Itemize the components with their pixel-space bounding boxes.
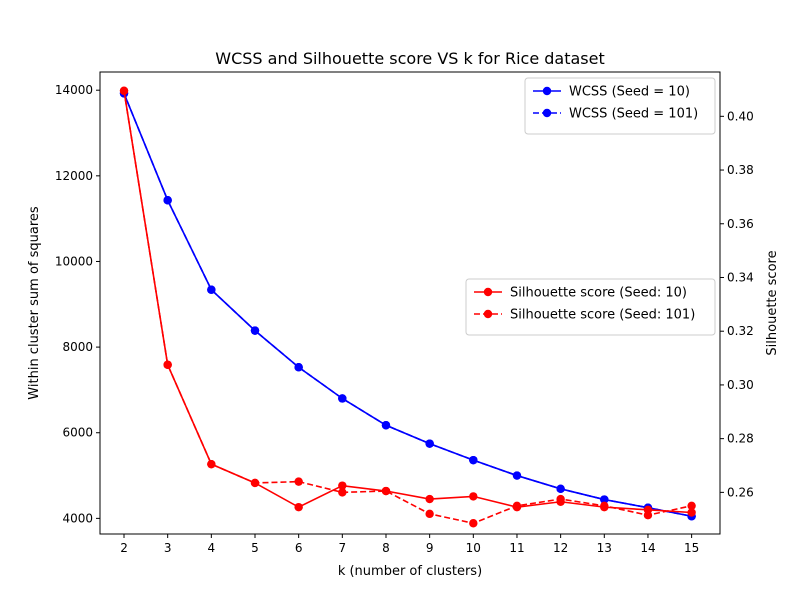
data-point	[294, 363, 303, 372]
right-y-tick-label: 0.26	[727, 485, 754, 499]
legend-2: Silhouette score (Seed: 10) Silhouette sc…	[465, 278, 716, 336]
legend-swatch-marker	[483, 309, 493, 319]
x-tick-label: 11	[509, 541, 524, 555]
x-tick-label: 6	[295, 541, 303, 555]
series-3	[119, 86, 696, 517]
x-tick-label: 3	[164, 541, 172, 555]
left-y-tick-label: 12000	[55, 169, 93, 183]
legend-swatch-marker	[483, 287, 493, 297]
series-line	[123, 90, 692, 525]
axes: 2 3 4 5 6 7 8 9 10 11 12 13 14 15 4000 6000 8000 10000 120…	[55, 83, 754, 555]
data-point	[163, 360, 172, 369]
legend-1: WCSS (Seed = 10) WCSS (Seed = 101)	[524, 77, 716, 135]
data-point	[687, 501, 696, 510]
right-y-tick-label: 0.30	[727, 378, 754, 392]
data-point	[512, 471, 522, 480]
x-tick-label: 14	[640, 541, 655, 555]
x-tick-label: 13	[597, 541, 612, 555]
x-tick-label: 2	[120, 541, 128, 555]
legend-entry-label: Silhouette score (Seed: 101)	[510, 308, 695, 323]
data-point	[338, 488, 347, 497]
data-point	[381, 486, 391, 496]
data-point	[425, 509, 434, 519]
data-point	[425, 494, 434, 504]
data-point	[163, 196, 172, 205]
x-axis-label: k (number of clusters)	[338, 564, 482, 579]
data-point	[381, 421, 391, 430]
x-tick-label: 12	[553, 541, 568, 555]
legend-entry-label: WCSS (Seed = 10)	[569, 85, 690, 100]
x-tick-label: 7	[339, 541, 347, 555]
data-point	[687, 508, 696, 517]
data-point	[469, 492, 478, 501]
data-point	[556, 484, 565, 494]
right-y-axis-label: Silhouette score	[765, 250, 780, 355]
data-point	[294, 477, 303, 486]
x-tick-label: 8	[382, 541, 390, 555]
left-y-tick-label: 14000	[55, 83, 93, 97]
data-point	[338, 394, 347, 403]
data-point	[425, 439, 434, 448]
legend-entry-label: WCSS (Seed = 101)	[569, 107, 698, 122]
legends: WCSS (Seed = 10) WCSS (Seed = 101) Silhoue…	[465, 77, 716, 336]
x-tick-label: 10	[466, 541, 481, 555]
legend-entry-label: Silhouette score (Seed: 10)	[510, 286, 687, 301]
data-point	[600, 495, 609, 504]
data-point	[250, 478, 260, 488]
x-tick-label: 9	[426, 541, 434, 555]
chart-title: WCSS and Silhouette score VS k for Rice …	[215, 49, 605, 68]
data-point	[469, 455, 478, 465]
right-y-tick-label: 0.34	[727, 270, 754, 284]
series-line	[123, 90, 692, 514]
data-point	[338, 481, 347, 490]
data-point	[556, 497, 565, 506]
legend-box	[465, 278, 716, 336]
right-y-tick-label: 0.32	[727, 324, 754, 338]
data-point	[469, 519, 478, 528]
data-point	[512, 502, 522, 512]
legend-box	[524, 77, 716, 135]
left-y-tick-label: 4000	[62, 511, 93, 525]
x-tick-label: 5	[251, 541, 259, 555]
legend-swatch-marker	[542, 108, 552, 118]
plot-frame	[99, 71, 721, 535]
series-line	[123, 93, 692, 518]
left-y-tick-label: 6000	[62, 426, 93, 440]
x-tick-label: 15	[684, 541, 699, 555]
data-point	[643, 505, 653, 515]
data-point	[294, 502, 303, 512]
data-point	[250, 326, 260, 335]
left-y-axis-label: Within cluster sum of squares	[27, 206, 42, 400]
x-tick-label: 4	[208, 541, 216, 555]
right-y-tick-label: 0.36	[727, 217, 754, 231]
left-y-tick-label: 10000	[55, 254, 93, 268]
data-point	[207, 459, 216, 469]
data-point	[119, 86, 129, 96]
right-y-tick-label: 0.28	[727, 432, 754, 446]
left-y-tick-label: 8000	[62, 340, 93, 354]
data-point	[600, 502, 609, 512]
plot-area	[119, 86, 696, 528]
legend-swatch-marker	[542, 86, 552, 96]
right-y-tick-label: 0.38	[727, 163, 754, 177]
right-y-tick-label: 0.40	[727, 109, 754, 123]
data-point	[207, 285, 216, 294]
